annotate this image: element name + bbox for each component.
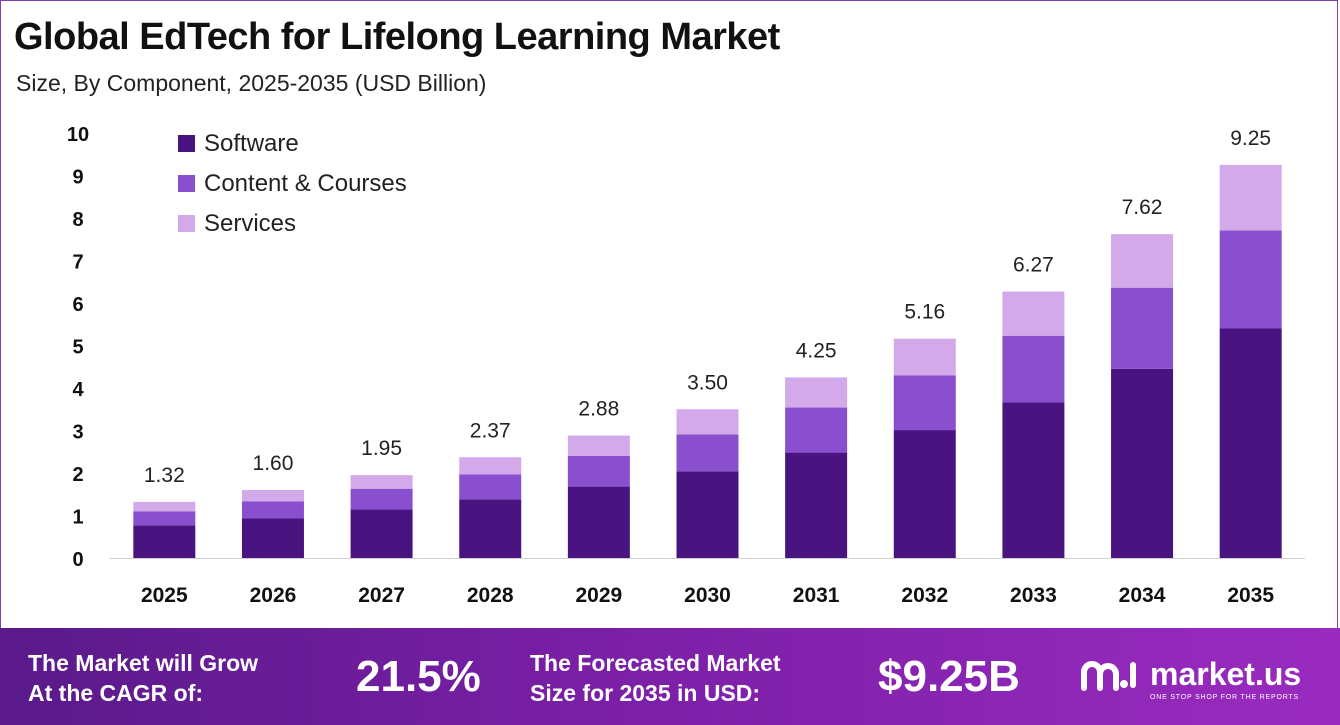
forecast-label-line2: Size for 2035 in USD: [530,680,761,706]
bar-services-2025 [133,501,196,512]
bar-services-2030 [676,409,739,435]
bar-content-courses-2029 [567,456,630,487]
bar-services-2033 [1002,291,1065,336]
y-axis: 0 1 2 3 4 5 6 7 8 9 10 [67,124,89,571]
x-tick-label: 2029 [576,584,623,607]
y-tick-label: 7 [72,252,83,274]
bar-services-2035 [1219,164,1282,231]
data-label-total: 3.50 [687,371,728,394]
bar-software-2026 [241,518,304,558]
bar-software-2027 [350,509,413,558]
x-tick-label: 2030 [684,584,731,607]
bar-services-2027 [350,475,413,489]
bar-content-courses-2031 [785,407,848,453]
x-tick-label: 2035 [1227,584,1274,607]
bar-content-courses-2033 [1002,335,1065,403]
x-axis: 2025 2026 2027 2028 2029 2030 2031 2032 2033 2034… [110,558,1305,607]
bar-software-2031 [785,452,848,558]
bar-services-2029 [567,435,630,456]
legend-swatch [178,175,195,192]
bar-content-courses-2025 [133,511,196,526]
data-label-total: 9.25 [1230,127,1271,150]
legend-label: Services [204,210,296,237]
x-tick-label: 2028 [467,584,514,607]
bar-content-courses-2027 [350,488,413,510]
bar-services-2026 [241,490,304,502]
y-tick-label: 2 [72,464,83,486]
x-tick-label: 2031 [793,584,840,607]
bar-content-courses-2026 [241,501,304,519]
bar-content-courses-2034 [1111,287,1174,369]
market-us-logo-icon [1081,661,1136,691]
x-tick-label: 2033 [1010,584,1057,607]
cagr-label: The Market will Grow At the CAGR of: [28,648,258,708]
bar-software-2035 [1219,328,1282,558]
brand-logo: market.us ONE STOP SHOP FOR THE REPORTS [1080,654,1301,701]
y-tick-label: 4 [72,379,84,401]
data-label-total: 2.37 [470,419,511,442]
bar-software-2032 [893,430,956,558]
footer-banner: The Market will Grow At the CAGR of: 21.… [0,628,1340,725]
data-label-total: 4.25 [796,339,837,362]
data-label-total: 1.95 [361,437,402,460]
y-tick-label: 6 [72,294,83,316]
y-tick-label: 9 [72,167,83,189]
bar-software-2033 [1002,402,1065,558]
bar-software-2030 [676,471,739,558]
chart-title: Global EdTech for Lifelong Learning Mark… [14,16,780,58]
cagr-label-line2: At the CAGR of: [28,680,204,706]
y-tick-label: 1 [72,507,83,529]
bar-services-2032 [893,338,956,376]
y-tick-label: 10 [67,124,89,146]
brand-tagline: ONE STOP SHOP FOR THE REPORTS [1150,694,1299,701]
forecast-value: $9.25B [878,652,1020,701]
bar-software-2028 [459,499,522,558]
bar-software-2034 [1111,368,1174,558]
x-tick-label: 2026 [250,584,297,607]
bar-services-2034 [1111,234,1174,288]
y-tick-label: 3 [72,422,83,444]
y-tick-label: 8 [72,209,83,231]
x-tick-label: 2027 [358,584,405,607]
legend-swatch [178,135,195,152]
brand-name: market.us [1150,656,1302,692]
chart-subtitle: Size, By Component, 2025-2035 (USD Billi… [16,70,487,96]
bar-software-2025 [133,525,196,558]
bars: 1.32 1.60 1.95 2.37 2.88 3.50 4.25 5.16 6.27 7.62… [133,127,1282,558]
bar-content-courses-2030 [676,434,739,472]
bar-content-courses-2028 [459,474,522,500]
y-tick-label: 5 [72,337,83,359]
cagr-value: 21.5% [356,652,481,701]
forecast-label: The Forecasted Market Size for 2035 in U… [530,648,781,708]
bar-services-2031 [785,377,848,408]
legend: Software Content & Courses Services [178,130,407,237]
bar-software-2029 [567,486,630,558]
bar-services-2028 [459,457,522,475]
legend-label: Content & Courses [204,170,407,197]
forecast-label-line1: The Forecasted Market [530,650,781,676]
bar-content-courses-2035 [1219,230,1282,329]
y-tick-label: 0 [72,549,83,571]
data-label-total: 1.60 [253,452,294,475]
data-label-total: 6.27 [1013,254,1054,277]
data-label-total: 2.88 [578,398,619,421]
data-label-total: 1.32 [144,464,185,487]
legend-swatch [178,215,195,232]
cagr-label-line1: The Market will Grow [28,650,259,676]
legend-label: Software [204,130,299,157]
stacked-bar-chart: 0 1 2 3 4 5 6 7 8 9 10 1.32 1.60 1.95 2.37 2.88 3.50 4.2… [67,124,1305,607]
x-tick-label: 2034 [1119,584,1166,607]
data-label-total: 7.62 [1122,196,1163,219]
x-tick-label: 2032 [901,584,948,607]
data-label-total: 5.16 [904,301,945,324]
x-tick-label: 2025 [141,584,188,607]
bar-content-courses-2032 [893,375,956,431]
